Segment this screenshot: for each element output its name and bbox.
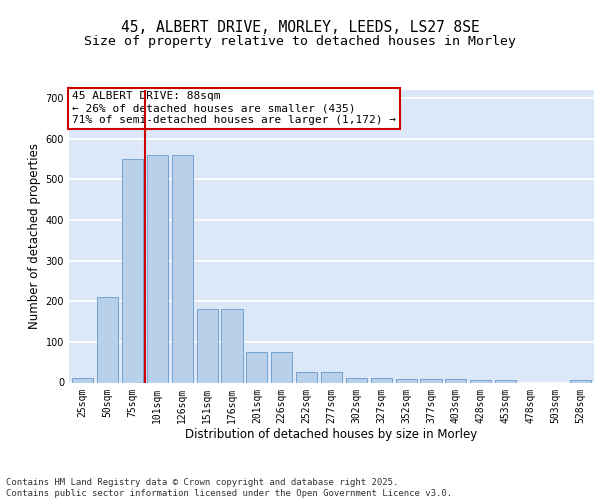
Bar [371,378,392,382]
Text: 45, ALBERT DRIVE, MORLEY, LEEDS, LS27 8SE: 45, ALBERT DRIVE, MORLEY, LEEDS, LS27 8S… [121,20,479,35]
Text: Size of property relative to detached houses in Morley: Size of property relative to detached ho… [84,34,516,48]
Text: 45 ALBERT DRIVE: 88sqm
← 26% of detached houses are smaller (435)
71% of semi-de: 45 ALBERT DRIVE: 88sqm ← 26% of detached… [71,92,395,124]
Text: Contains HM Land Registry data © Crown copyright and database right 2025.
Contai: Contains HM Land Registry data © Crown c… [6,478,452,498]
Bar [246,352,268,382]
Bar [570,380,591,382]
Bar [147,155,168,382]
Bar [495,380,516,382]
Bar [346,378,367,382]
Bar [421,379,442,382]
Bar [221,310,242,382]
Bar [321,372,342,382]
X-axis label: Distribution of detached houses by size in Morley: Distribution of detached houses by size … [185,428,478,441]
Bar [122,159,143,382]
Bar [470,380,491,382]
Bar [72,378,93,382]
Bar [271,352,292,382]
Y-axis label: Number of detached properties: Number of detached properties [28,143,41,329]
Bar [97,297,118,382]
Bar [197,310,218,382]
Bar [445,379,466,382]
Bar [296,372,317,382]
Bar [395,379,417,382]
Bar [172,155,193,382]
